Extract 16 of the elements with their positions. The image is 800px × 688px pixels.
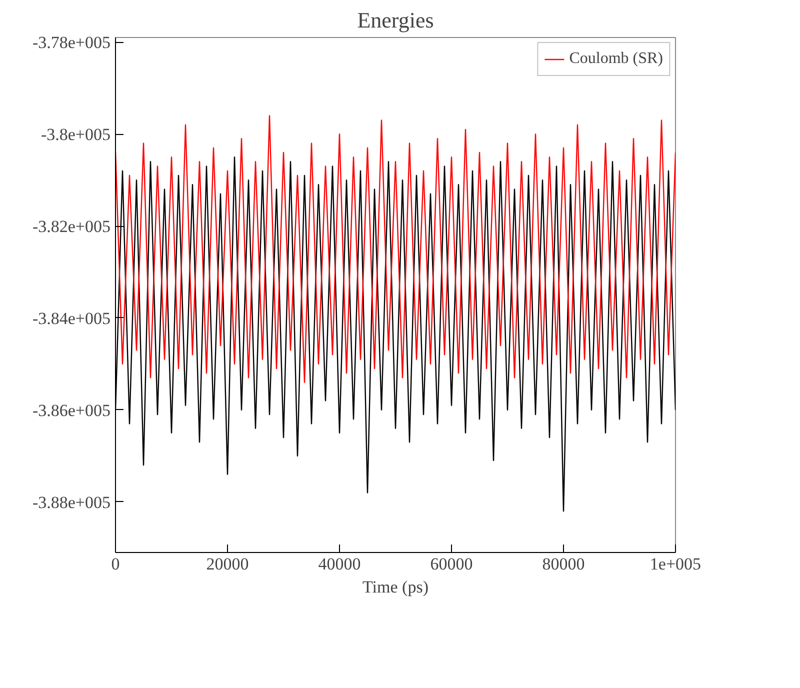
y-tick-label: -3.82e+005	[32, 217, 111, 236]
y-tick-label: -3.84e+005	[32, 308, 111, 328]
x-tick-label: 80000	[542, 554, 585, 574]
line-series	[116, 115, 676, 383]
y-tick-label: -3.88e+005	[32, 492, 111, 512]
y-tick-label: -3.8e+005	[40, 125, 111, 144]
x-axis-title: Time (ps)	[362, 578, 428, 596]
y-tick-label: -3.78e+005	[32, 33, 111, 52]
x-tick-label: 1e+005	[650, 554, 702, 574]
y-tick-label: -3.86e+005	[32, 400, 111, 420]
x-tick-label: 0	[111, 554, 120, 574]
legend-label: Coulomb (SR)	[569, 50, 663, 68]
x-tick-label: 20000	[206, 554, 249, 574]
chart-title: Energies	[357, 8, 434, 32]
x-tick-label: 60000	[430, 554, 473, 574]
x-tick-label: 40000	[318, 554, 361, 574]
